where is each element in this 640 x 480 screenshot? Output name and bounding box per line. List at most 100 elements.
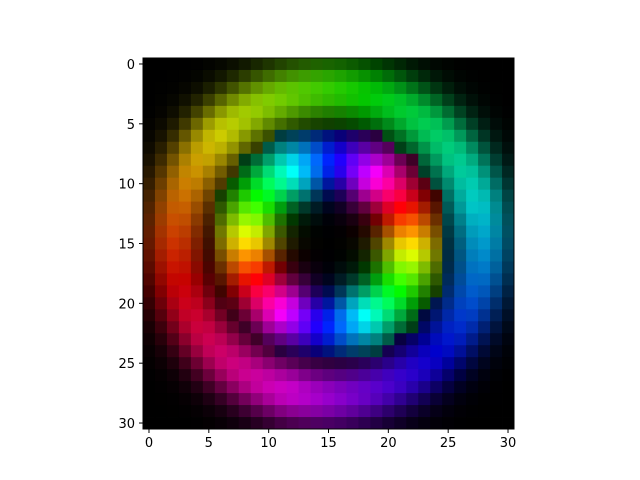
heatmap-cell <box>442 393 455 406</box>
heatmap-cell <box>214 201 228 214</box>
heatmap-cell <box>178 129 192 143</box>
heatmap-cell <box>382 177 395 191</box>
heatmap-cell <box>322 309 335 322</box>
heatmap-cell <box>454 321 467 334</box>
heatmap-cell <box>382 201 395 214</box>
heatmap-cell <box>310 141 323 155</box>
heatmap-cell <box>346 225 359 238</box>
heatmap-cell <box>442 165 455 179</box>
y-tick-label: 0 <box>127 58 135 73</box>
heatmap-cell <box>238 105 252 119</box>
heatmap-cell <box>382 225 395 238</box>
heatmap-cell <box>262 81 276 95</box>
y-tick-label: 5 <box>127 118 135 133</box>
heatmap-cell <box>262 333 276 346</box>
heatmap-cell <box>346 105 359 119</box>
heatmap-cell <box>286 417 299 430</box>
heatmap-cell <box>202 213 216 226</box>
heatmap-cell <box>262 357 276 370</box>
heatmap-cell <box>358 117 371 131</box>
heatmap-cell <box>490 213 503 226</box>
heatmap-cell <box>298 285 311 298</box>
heatmap-cell <box>406 333 419 346</box>
x-tick-label: 5 <box>205 436 213 451</box>
heatmap-cell <box>382 189 395 203</box>
heatmap-cell <box>382 345 395 358</box>
heatmap-cell <box>274 141 288 155</box>
heatmap-cell <box>358 201 371 214</box>
heatmap-cell <box>394 345 407 358</box>
heatmap-cell <box>154 93 168 107</box>
heatmap-cell <box>382 105 395 119</box>
heatmap-cell <box>143 153 156 167</box>
heatmap-cell <box>154 381 168 394</box>
heatmap-cell <box>394 58 407 71</box>
heatmap-cell <box>262 345 276 358</box>
heatmap-cell <box>286 225 299 238</box>
heatmap-cell <box>334 93 347 107</box>
heatmap-cell <box>178 177 192 191</box>
heatmap-cell <box>394 153 407 167</box>
heatmap-cell <box>358 129 371 143</box>
heatmap-cell <box>490 393 503 406</box>
heatmap-cell <box>370 261 383 274</box>
heatmap-cell <box>286 249 299 262</box>
heatmap-cell <box>310 69 323 83</box>
heatmap-cell <box>442 58 455 71</box>
heatmap-cell <box>298 393 311 406</box>
heatmap-cell <box>286 153 299 167</box>
heatmap-cell <box>298 105 311 119</box>
heatmap-cell <box>202 141 216 155</box>
heatmap-cell <box>143 81 156 95</box>
heatmap-cell <box>394 381 407 394</box>
heatmap-cell <box>286 105 299 119</box>
heatmap-cell <box>202 285 216 298</box>
heatmap-cell <box>430 405 443 418</box>
heatmap-cell <box>250 93 264 107</box>
heatmap-cell <box>250 345 264 358</box>
heatmap-cell <box>370 177 383 191</box>
heatmap-cell <box>298 249 311 262</box>
heatmap-cell <box>274 417 288 430</box>
heatmap-cell <box>154 285 168 298</box>
heatmap-cell <box>238 309 252 322</box>
heatmap-cell <box>298 93 311 107</box>
heatmap-cell <box>346 357 359 370</box>
heatmap-cell <box>466 93 479 107</box>
heatmap-cell <box>226 297 240 310</box>
heatmap-cell <box>166 333 180 346</box>
heatmap-cell <box>310 357 323 370</box>
heatmap-cell <box>190 165 204 179</box>
heatmap-cell <box>274 129 288 143</box>
heatmap-cell <box>406 261 419 274</box>
heatmap-cell <box>418 225 431 238</box>
heatmap-cell <box>298 261 311 274</box>
heatmap-cell <box>430 177 443 191</box>
heatmap-cell <box>442 213 455 226</box>
heatmap-cell <box>143 369 156 382</box>
heatmap-cell <box>298 177 311 191</box>
heatmap-cell <box>502 117 515 131</box>
heatmap-cell <box>502 129 515 143</box>
heatmap-cell <box>154 237 168 250</box>
heatmap-cell <box>370 249 383 262</box>
heatmap-cell <box>466 345 479 358</box>
x-tick-label: 0 <box>145 436 153 451</box>
heatmap-cell <box>310 177 323 191</box>
heatmap-cell <box>262 213 276 226</box>
y-tick-label: 10 <box>118 178 135 193</box>
heatmap-cell <box>190 237 204 250</box>
heatmap-cell <box>358 105 371 119</box>
heatmap-cell <box>442 189 455 203</box>
heatmap-cell <box>346 81 359 95</box>
heatmap-cell <box>466 273 479 286</box>
heatmap-cell <box>262 249 276 262</box>
heatmap-cell <box>202 297 216 310</box>
heatmap-cell <box>406 273 419 286</box>
heatmap-cell <box>190 261 204 274</box>
heatmap-cell <box>298 333 311 346</box>
heatmap-cell <box>394 165 407 179</box>
heatmap-cell <box>274 69 288 83</box>
heatmap-cell <box>143 321 156 334</box>
